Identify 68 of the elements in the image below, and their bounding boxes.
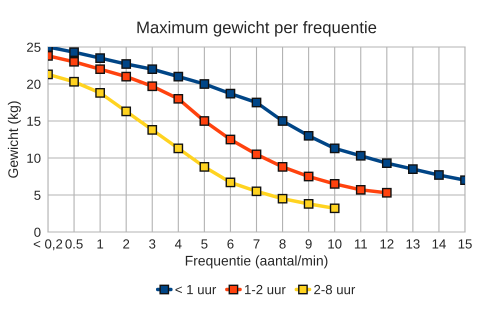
legend-label: 1-2 uur bbox=[245, 284, 286, 294]
x-tick-label: 7 bbox=[254, 239, 260, 249]
point bbox=[356, 150, 366, 161]
point bbox=[226, 178, 236, 188]
y-tick-label: 25 bbox=[27, 42, 41, 52]
point bbox=[147, 64, 158, 74]
point bbox=[173, 72, 184, 82]
point bbox=[330, 144, 340, 154]
point bbox=[147, 125, 158, 135]
x-tick-label: 4 bbox=[174, 239, 182, 249]
point bbox=[226, 134, 236, 144]
legend-label: < 1 uur bbox=[175, 285, 216, 294]
point bbox=[173, 144, 184, 154]
x-tick-label: 14 bbox=[432, 239, 446, 249]
y-axis-title: Gewicht (kg) bbox=[8, 101, 21, 178]
point bbox=[304, 130, 314, 141]
x-tick-label: 1 bbox=[97, 239, 104, 249]
chart-title: Maximum gewicht per frequentie bbox=[137, 21, 376, 37]
x-tick-label: 6 bbox=[227, 239, 234, 249]
point bbox=[121, 59, 132, 69]
point bbox=[226, 88, 236, 98]
x-axis-title: Frequentie (aantal/min) bbox=[186, 255, 328, 268]
point bbox=[121, 72, 132, 82]
y-tick-label: 5 bbox=[34, 190, 41, 200]
point bbox=[173, 94, 184, 104]
y-tick-label: 20 bbox=[27, 80, 41, 89]
point bbox=[356, 184, 366, 195]
point bbox=[408, 164, 418, 174]
legend-label: 2-8 uur bbox=[314, 284, 356, 294]
point bbox=[278, 116, 288, 126]
x-tick-label: < 0,2 bbox=[34, 239, 62, 250]
point bbox=[69, 47, 79, 58]
point bbox=[200, 162, 210, 172]
x-tick-label: 9 bbox=[306, 239, 312, 249]
x-tick-label: 11 bbox=[354, 239, 367, 249]
x-tick-label: 2 bbox=[123, 239, 130, 249]
point bbox=[200, 79, 210, 89]
point bbox=[330, 203, 340, 214]
x-tick-label: 15 bbox=[458, 239, 472, 249]
point bbox=[121, 106, 132, 116]
y-tick-label: 0 bbox=[34, 228, 41, 237]
x-tick-label: 3 bbox=[149, 239, 156, 249]
point bbox=[95, 53, 105, 63]
point bbox=[382, 158, 392, 168]
point bbox=[382, 188, 392, 198]
x-tick-label: 5 bbox=[201, 239, 208, 249]
point bbox=[434, 170, 444, 180]
point bbox=[330, 179, 340, 189]
y-tick-label: 10 bbox=[27, 154, 41, 163]
point bbox=[278, 162, 288, 172]
point bbox=[69, 56, 79, 67]
x-tick-label: 8 bbox=[279, 239, 286, 249]
point bbox=[200, 116, 210, 126]
x-tick-label: 13 bbox=[406, 239, 420, 249]
point bbox=[252, 98, 262, 108]
point bbox=[304, 199, 314, 209]
y-tick-label: 15 bbox=[27, 116, 41, 126]
x-tick-label: 12 bbox=[380, 239, 394, 249]
point bbox=[69, 76, 79, 87]
point bbox=[252, 186, 262, 196]
point bbox=[95, 64, 105, 74]
point bbox=[252, 149, 262, 160]
x-tick-label: 10 bbox=[328, 239, 342, 249]
x-tick-label: 0.5 bbox=[65, 239, 83, 249]
point bbox=[95, 88, 105, 98]
point bbox=[147, 81, 158, 92]
point bbox=[278, 194, 288, 204]
point bbox=[304, 172, 314, 182]
